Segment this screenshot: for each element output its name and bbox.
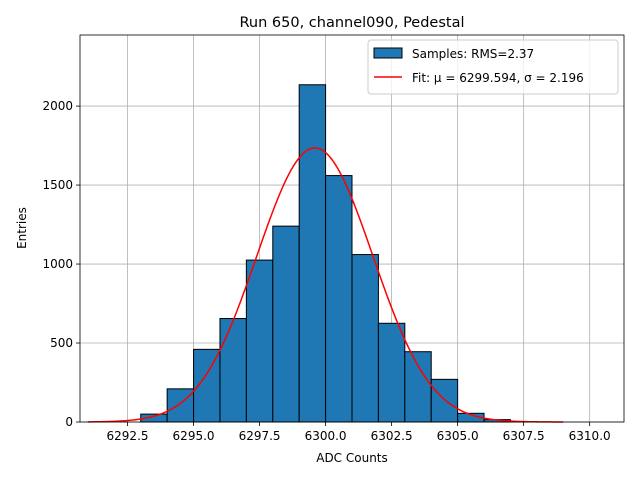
legend-samples-swatch bbox=[373, 47, 403, 59]
histogram-bar bbox=[325, 175, 353, 423]
histogram-bar bbox=[298, 84, 327, 423]
x-tick-label: 6305.0 bbox=[437, 429, 479, 443]
legend-samples-label: Samples: RMS=2.37 bbox=[412, 47, 534, 61]
histogram-bar bbox=[351, 254, 379, 423]
plot-frame bbox=[79, 34, 625, 423]
x-tick-label: 6297.5 bbox=[239, 429, 281, 443]
x-axis-label: ADC Counts bbox=[316, 451, 388, 465]
x-tick-label: 6310.0 bbox=[569, 429, 611, 443]
y-tick-label: 1000 bbox=[42, 257, 73, 271]
y-tick-label: 2000 bbox=[42, 99, 73, 113]
histogram-bar bbox=[219, 318, 247, 423]
histogram-bar bbox=[430, 378, 459, 423]
y-tick-label: 1500 bbox=[42, 178, 73, 192]
legend-box bbox=[367, 39, 619, 95]
chart-title: Run 650, channel090, Pedestal bbox=[239, 15, 464, 31]
histogram-bar bbox=[377, 322, 406, 423]
x-tick-label: 6292.5 bbox=[107, 429, 149, 443]
x-tick-label: 6295.0 bbox=[173, 429, 215, 443]
histogram-bars bbox=[140, 84, 538, 423]
x-tick-label: 6302.5 bbox=[371, 429, 413, 443]
legend-fit-label: Fit: μ = 6299.594, σ = 2.196 bbox=[412, 71, 584, 85]
x-tick-label: 6300.0 bbox=[305, 429, 347, 443]
histogram-bar bbox=[272, 225, 300, 423]
gaussian-fit-line bbox=[87, 147, 564, 423]
x-axis-ticks: 6292.5 6295.0 6297.5 6300.0 6302.5 6305.0 6307… bbox=[107, 422, 611, 443]
legend: Samples: RMS=2.37 Fit: μ = 6299.594, σ =… bbox=[367, 39, 619, 95]
y-tick-label: 0 bbox=[65, 415, 73, 429]
histogram-bar bbox=[245, 259, 274, 423]
y-axis-ticks: 0 500 1000 1500 2000 bbox=[42, 99, 80, 429]
histogram-bar bbox=[404, 351, 432, 423]
y-tick-label: 500 bbox=[50, 336, 73, 350]
histogram-bar bbox=[166, 388, 195, 423]
x-tick-label: 6307.5 bbox=[503, 429, 545, 443]
y-axis-label: Entries bbox=[15, 207, 29, 249]
